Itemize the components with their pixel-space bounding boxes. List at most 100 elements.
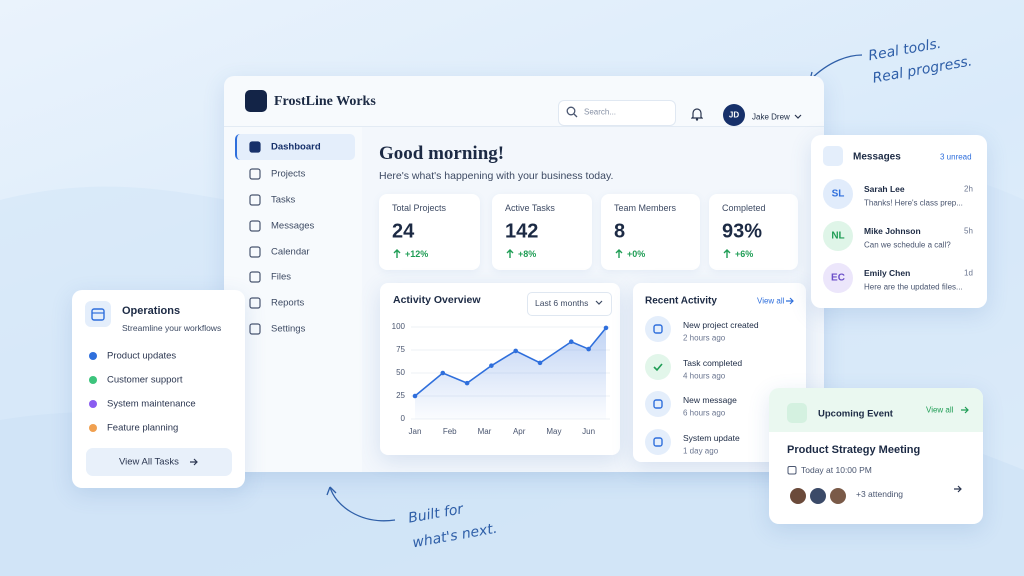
point	[440, 370, 446, 376]
greeting-title: Good morning!	[379, 143, 505, 164]
nav-icon	[249, 297, 261, 309]
nav-item[interactable]: Calendar	[271, 246, 310, 258]
point	[603, 325, 609, 331]
x-tick-label: Jun	[582, 427, 595, 436]
y-tick-label: 75	[396, 345, 405, 354]
stat-label: Active Tasks	[505, 203, 555, 213]
messages-title: Messages	[853, 151, 901, 163]
stat-up-icon	[506, 249, 514, 258]
range-chevron	[595, 300, 603, 305]
range-label: Last 6 months	[535, 298, 589, 308]
message-time: 2h	[964, 184, 973, 194]
stat-card	[492, 194, 592, 270]
message-time: 5h	[964, 226, 973, 236]
message-name: Mike Johnson	[864, 226, 921, 236]
nav-item[interactable]: Projects	[271, 168, 306, 180]
nav-item[interactable]: Files	[271, 271, 292, 283]
stat-value: 8	[614, 220, 626, 243]
brand-logo	[245, 90, 267, 112]
activity-item-title: Task completed	[683, 358, 743, 368]
search-box[interactable]	[558, 100, 676, 126]
message-name: Emily Chen	[864, 268, 911, 278]
header-divider	[224, 126, 824, 127]
point	[586, 346, 591, 352]
operation-dot	[89, 352, 97, 360]
point	[412, 393, 418, 399]
stat-up-icon	[393, 249, 401, 258]
x-tick-label: Jan	[409, 427, 422, 436]
arrow-icon	[786, 297, 794, 305]
nav-icon	[249, 194, 261, 206]
nav-icon	[249, 220, 261, 232]
user-chevron[interactable]	[794, 114, 802, 120]
message-preview: Can we schedule a call?	[864, 240, 951, 250]
bell-icon[interactable]	[691, 107, 703, 121]
stat-change: +8%	[518, 249, 537, 259]
y-tick-label: 100	[392, 322, 406, 331]
messages-badge: 3 unread	[940, 152, 972, 162]
point	[464, 380, 470, 386]
nav-item[interactable]: Dashboard	[271, 141, 321, 153]
x-tick-label: May	[546, 427, 561, 436]
stat-card	[601, 194, 700, 270]
message-name: Sarah Lee	[864, 184, 905, 194]
user-avatar[interactable]	[723, 104, 745, 126]
operation-item: Product updates	[107, 350, 177, 362]
point	[537, 360, 543, 366]
activity-icon	[645, 354, 671, 380]
stat-card	[709, 194, 798, 270]
nav-item[interactable]: Tasks	[271, 194, 296, 206]
activity-glyph	[653, 437, 663, 447]
activity-glyph	[653, 363, 663, 372]
button-label[interactable]: View All Tasks	[119, 456, 179, 468]
event-view-all[interactable]: View all	[926, 405, 954, 415]
stat-card	[379, 194, 480, 270]
event-card-title: Upcoming Event	[818, 408, 893, 420]
activity-icon	[645, 429, 671, 455]
stat-label: Completed	[722, 203, 766, 213]
nav-icon	[249, 323, 261, 335]
user-initials: JD	[728, 110, 740, 120]
activity-item-time: 6 hours ago	[683, 408, 726, 418]
x-tick-label: Feb	[443, 427, 457, 436]
stat-up-icon	[723, 249, 731, 258]
stat-value: 24	[392, 220, 415, 243]
range-select[interactable]	[527, 292, 612, 316]
message-time: 1d	[964, 268, 973, 278]
search-placeholder: Search...	[584, 107, 617, 117]
stat-label: Team Members	[614, 203, 677, 213]
activity-item-title: New message	[683, 395, 737, 405]
user-name: Jake Drew	[752, 112, 790, 122]
view-all-tasks-button[interactable]	[86, 448, 232, 476]
operation-item: System maintenance	[107, 398, 196, 410]
message-preview: Thanks! Here's class prep...	[864, 198, 963, 208]
arrow-icon	[954, 485, 962, 493]
activity-item-time: 4 hours ago	[683, 371, 726, 381]
operation-item: Feature planning	[107, 422, 179, 434]
stat-change: +6%	[735, 249, 754, 259]
messages-icon	[823, 146, 843, 166]
operation-dot	[89, 400, 97, 408]
nav-item[interactable]: Messages	[271, 220, 315, 232]
nav-item[interactable]: Settings	[271, 323, 306, 335]
nav-icon	[249, 168, 261, 180]
greeting-subtitle: Here's what's happening with your busine…	[379, 170, 614, 182]
stat-value: 142	[505, 220, 539, 243]
nav-item[interactable]: Reports	[271, 297, 305, 309]
stat-change: +12%	[405, 249, 429, 259]
message-initials: SL	[831, 188, 845, 200]
point	[568, 339, 574, 345]
message-preview: Here are the updated files...	[864, 282, 963, 292]
stat-value: 93%	[722, 220, 763, 243]
message-initials: NL	[831, 230, 845, 242]
x-tick-label: Mar	[478, 427, 492, 436]
search-icon	[566, 106, 578, 118]
event-icon	[787, 403, 807, 423]
attendee-avatar	[808, 486, 828, 506]
operations-icon	[85, 301, 111, 327]
view-all-link[interactable]: View all	[757, 296, 785, 306]
arrow-icon	[961, 406, 969, 414]
message-avatar	[823, 221, 853, 251]
